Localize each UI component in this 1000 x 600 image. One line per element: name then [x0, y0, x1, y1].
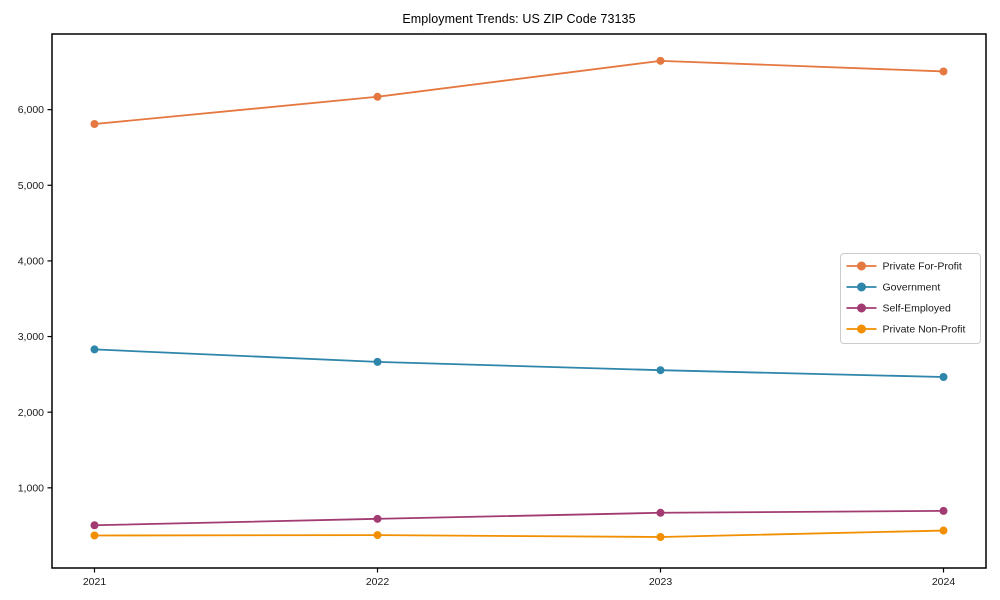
legend-item: Private Non-Profit	[846, 324, 966, 336]
data-point-marker	[656, 56, 665, 65]
legend-label: Private For-Profit	[883, 261, 962, 273]
x-axis-tick-label: 2021	[83, 576, 107, 588]
legend: Private For-Profit Government Self-Employe…	[840, 253, 981, 344]
x-axis-tick-label: 2022	[366, 576, 390, 588]
y-axis-tick-label: 2,000	[18, 407, 44, 419]
y-axis-tick-label: 5,000	[18, 180, 44, 192]
series-private-for-profit	[90, 56, 948, 129]
series-government	[90, 345, 948, 382]
y-axis-tick-label: 1,000	[18, 482, 44, 494]
plot-border	[51, 33, 987, 569]
data-point-marker	[373, 531, 382, 540]
x-axis-tick-label: 2023	[649, 576, 673, 588]
data-point-marker	[373, 514, 382, 523]
legend-label: Self-Employed	[883, 303, 951, 315]
legend-label: Private Non-Profit	[883, 324, 966, 336]
data-point-marker	[90, 521, 99, 530]
data-point-marker	[656, 508, 665, 517]
data-point-marker	[656, 532, 665, 541]
data-point-marker	[656, 366, 665, 375]
data-point-marker	[90, 531, 99, 540]
x-axis-tick-label: 2024	[932, 576, 956, 588]
series-line	[94, 529, 944, 538]
data-point-marker	[939, 506, 948, 515]
legend-item: Government	[846, 282, 941, 294]
legend-marker	[857, 261, 866, 271]
data-point-marker	[939, 526, 948, 535]
series-line	[94, 59, 944, 125]
y-axis-tick-label: 6,000	[18, 104, 44, 116]
legend-label: Government	[883, 282, 941, 294]
y-axis-tick-label: 4,000	[18, 256, 44, 268]
x-axis: 2021 2022 2023 2024	[83, 568, 956, 588]
series-private-non-profit	[90, 526, 948, 541]
legend-marker	[857, 282, 866, 292]
data-point-marker	[90, 345, 99, 354]
series-line	[94, 348, 944, 378]
legend-item: Private For-Profit	[846, 261, 962, 273]
legend-box	[840, 253, 981, 344]
y-axis: 1,000 2,000 3,000 4,000 5,000 6,000	[18, 104, 52, 494]
legend-marker	[857, 303, 866, 313]
data-point-marker	[939, 373, 948, 382]
series-self-employed	[90, 506, 948, 530]
data-point-marker	[90, 120, 99, 129]
data-point-marker	[373, 357, 382, 366]
chart-title: Employment Trends: US ZIP Code 73135	[402, 12, 636, 26]
legend-marker	[857, 324, 866, 334]
data-point-marker	[939, 67, 948, 76]
y-axis-tick-label: 3,000	[18, 331, 44, 343]
series-line	[94, 509, 944, 527]
legend-item: Self-Employed	[846, 303, 951, 315]
data-point-marker	[373, 92, 382, 101]
